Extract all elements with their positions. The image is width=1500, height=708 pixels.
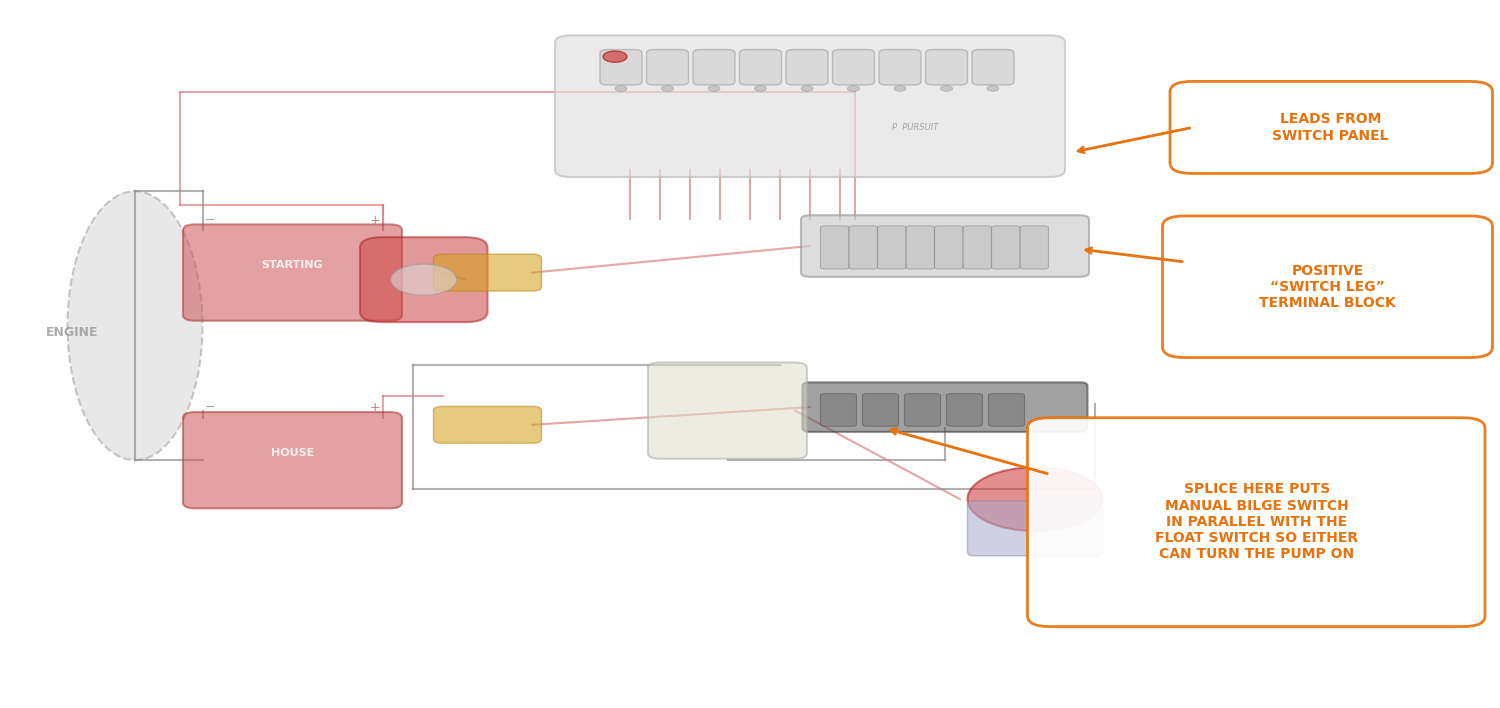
FancyBboxPatch shape: [1020, 226, 1048, 269]
FancyBboxPatch shape: [934, 226, 963, 269]
FancyBboxPatch shape: [821, 394, 856, 426]
Text: +: +: [369, 401, 381, 414]
FancyBboxPatch shape: [906, 226, 934, 269]
Circle shape: [615, 86, 627, 91]
FancyBboxPatch shape: [433, 254, 542, 291]
FancyBboxPatch shape: [963, 226, 992, 269]
FancyBboxPatch shape: [849, 226, 877, 269]
Circle shape: [940, 86, 952, 91]
Text: LEADS FROM
SWITCH PANEL: LEADS FROM SWITCH PANEL: [1272, 113, 1389, 142]
Text: −: −: [204, 214, 216, 227]
Circle shape: [708, 86, 720, 91]
FancyBboxPatch shape: [740, 50, 782, 85]
FancyBboxPatch shape: [555, 35, 1065, 177]
Text: HOUSE: HOUSE: [272, 448, 314, 458]
Circle shape: [894, 86, 906, 91]
FancyBboxPatch shape: [1028, 418, 1485, 627]
FancyBboxPatch shape: [926, 50, 968, 85]
FancyBboxPatch shape: [1162, 216, 1492, 358]
FancyBboxPatch shape: [648, 362, 807, 459]
FancyBboxPatch shape: [433, 406, 542, 443]
FancyBboxPatch shape: [988, 394, 1024, 426]
Circle shape: [662, 86, 674, 91]
FancyBboxPatch shape: [878, 226, 906, 269]
Ellipse shape: [68, 191, 203, 460]
FancyBboxPatch shape: [992, 226, 1020, 269]
FancyBboxPatch shape: [972, 50, 1014, 85]
Circle shape: [847, 86, 859, 91]
Text: STARTING: STARTING: [261, 261, 324, 270]
FancyBboxPatch shape: [946, 394, 982, 426]
Circle shape: [968, 467, 1102, 531]
FancyBboxPatch shape: [802, 382, 1088, 432]
Circle shape: [754, 86, 766, 91]
FancyBboxPatch shape: [786, 50, 828, 85]
Text: SPLICE HERE PUTS
MANUAL BILGE SWITCH
IN PARALLEL WITH THE
FLOAT SWITCH SO EITHER: SPLICE HERE PUTS MANUAL BILGE SWITCH IN …: [1155, 482, 1359, 561]
Text: POSITIVE
“SWITCH LEG”
TERMINAL BLOCK: POSITIVE “SWITCH LEG” TERMINAL BLOCK: [1258, 263, 1396, 310]
Text: −: −: [204, 401, 216, 414]
FancyBboxPatch shape: [862, 394, 898, 426]
FancyBboxPatch shape: [1170, 81, 1492, 173]
Text: P  PURSUIT: P PURSUIT: [892, 123, 939, 132]
Circle shape: [603, 51, 627, 62]
Text: ENGINE: ENGINE: [45, 326, 99, 339]
FancyBboxPatch shape: [904, 394, 940, 426]
FancyBboxPatch shape: [183, 412, 402, 508]
Circle shape: [390, 264, 458, 295]
Circle shape: [987, 86, 999, 91]
FancyBboxPatch shape: [360, 237, 488, 322]
FancyBboxPatch shape: [646, 50, 688, 85]
FancyBboxPatch shape: [693, 50, 735, 85]
FancyBboxPatch shape: [801, 215, 1089, 277]
FancyBboxPatch shape: [600, 50, 642, 85]
FancyBboxPatch shape: [833, 50, 874, 85]
FancyBboxPatch shape: [879, 50, 921, 85]
FancyBboxPatch shape: [968, 501, 1102, 556]
Circle shape: [801, 86, 813, 91]
FancyBboxPatch shape: [821, 226, 849, 269]
FancyBboxPatch shape: [183, 224, 402, 321]
Text: +: +: [369, 214, 381, 227]
